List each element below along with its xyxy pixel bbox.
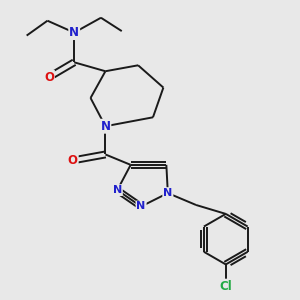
Text: N: N: [136, 202, 146, 212]
Text: O: O: [68, 154, 78, 167]
Text: N: N: [69, 26, 79, 39]
Text: N: N: [100, 120, 110, 133]
Text: O: O: [44, 71, 54, 84]
Text: N: N: [113, 185, 122, 195]
Text: Cl: Cl: [219, 280, 232, 292]
Text: N: N: [163, 188, 172, 198]
